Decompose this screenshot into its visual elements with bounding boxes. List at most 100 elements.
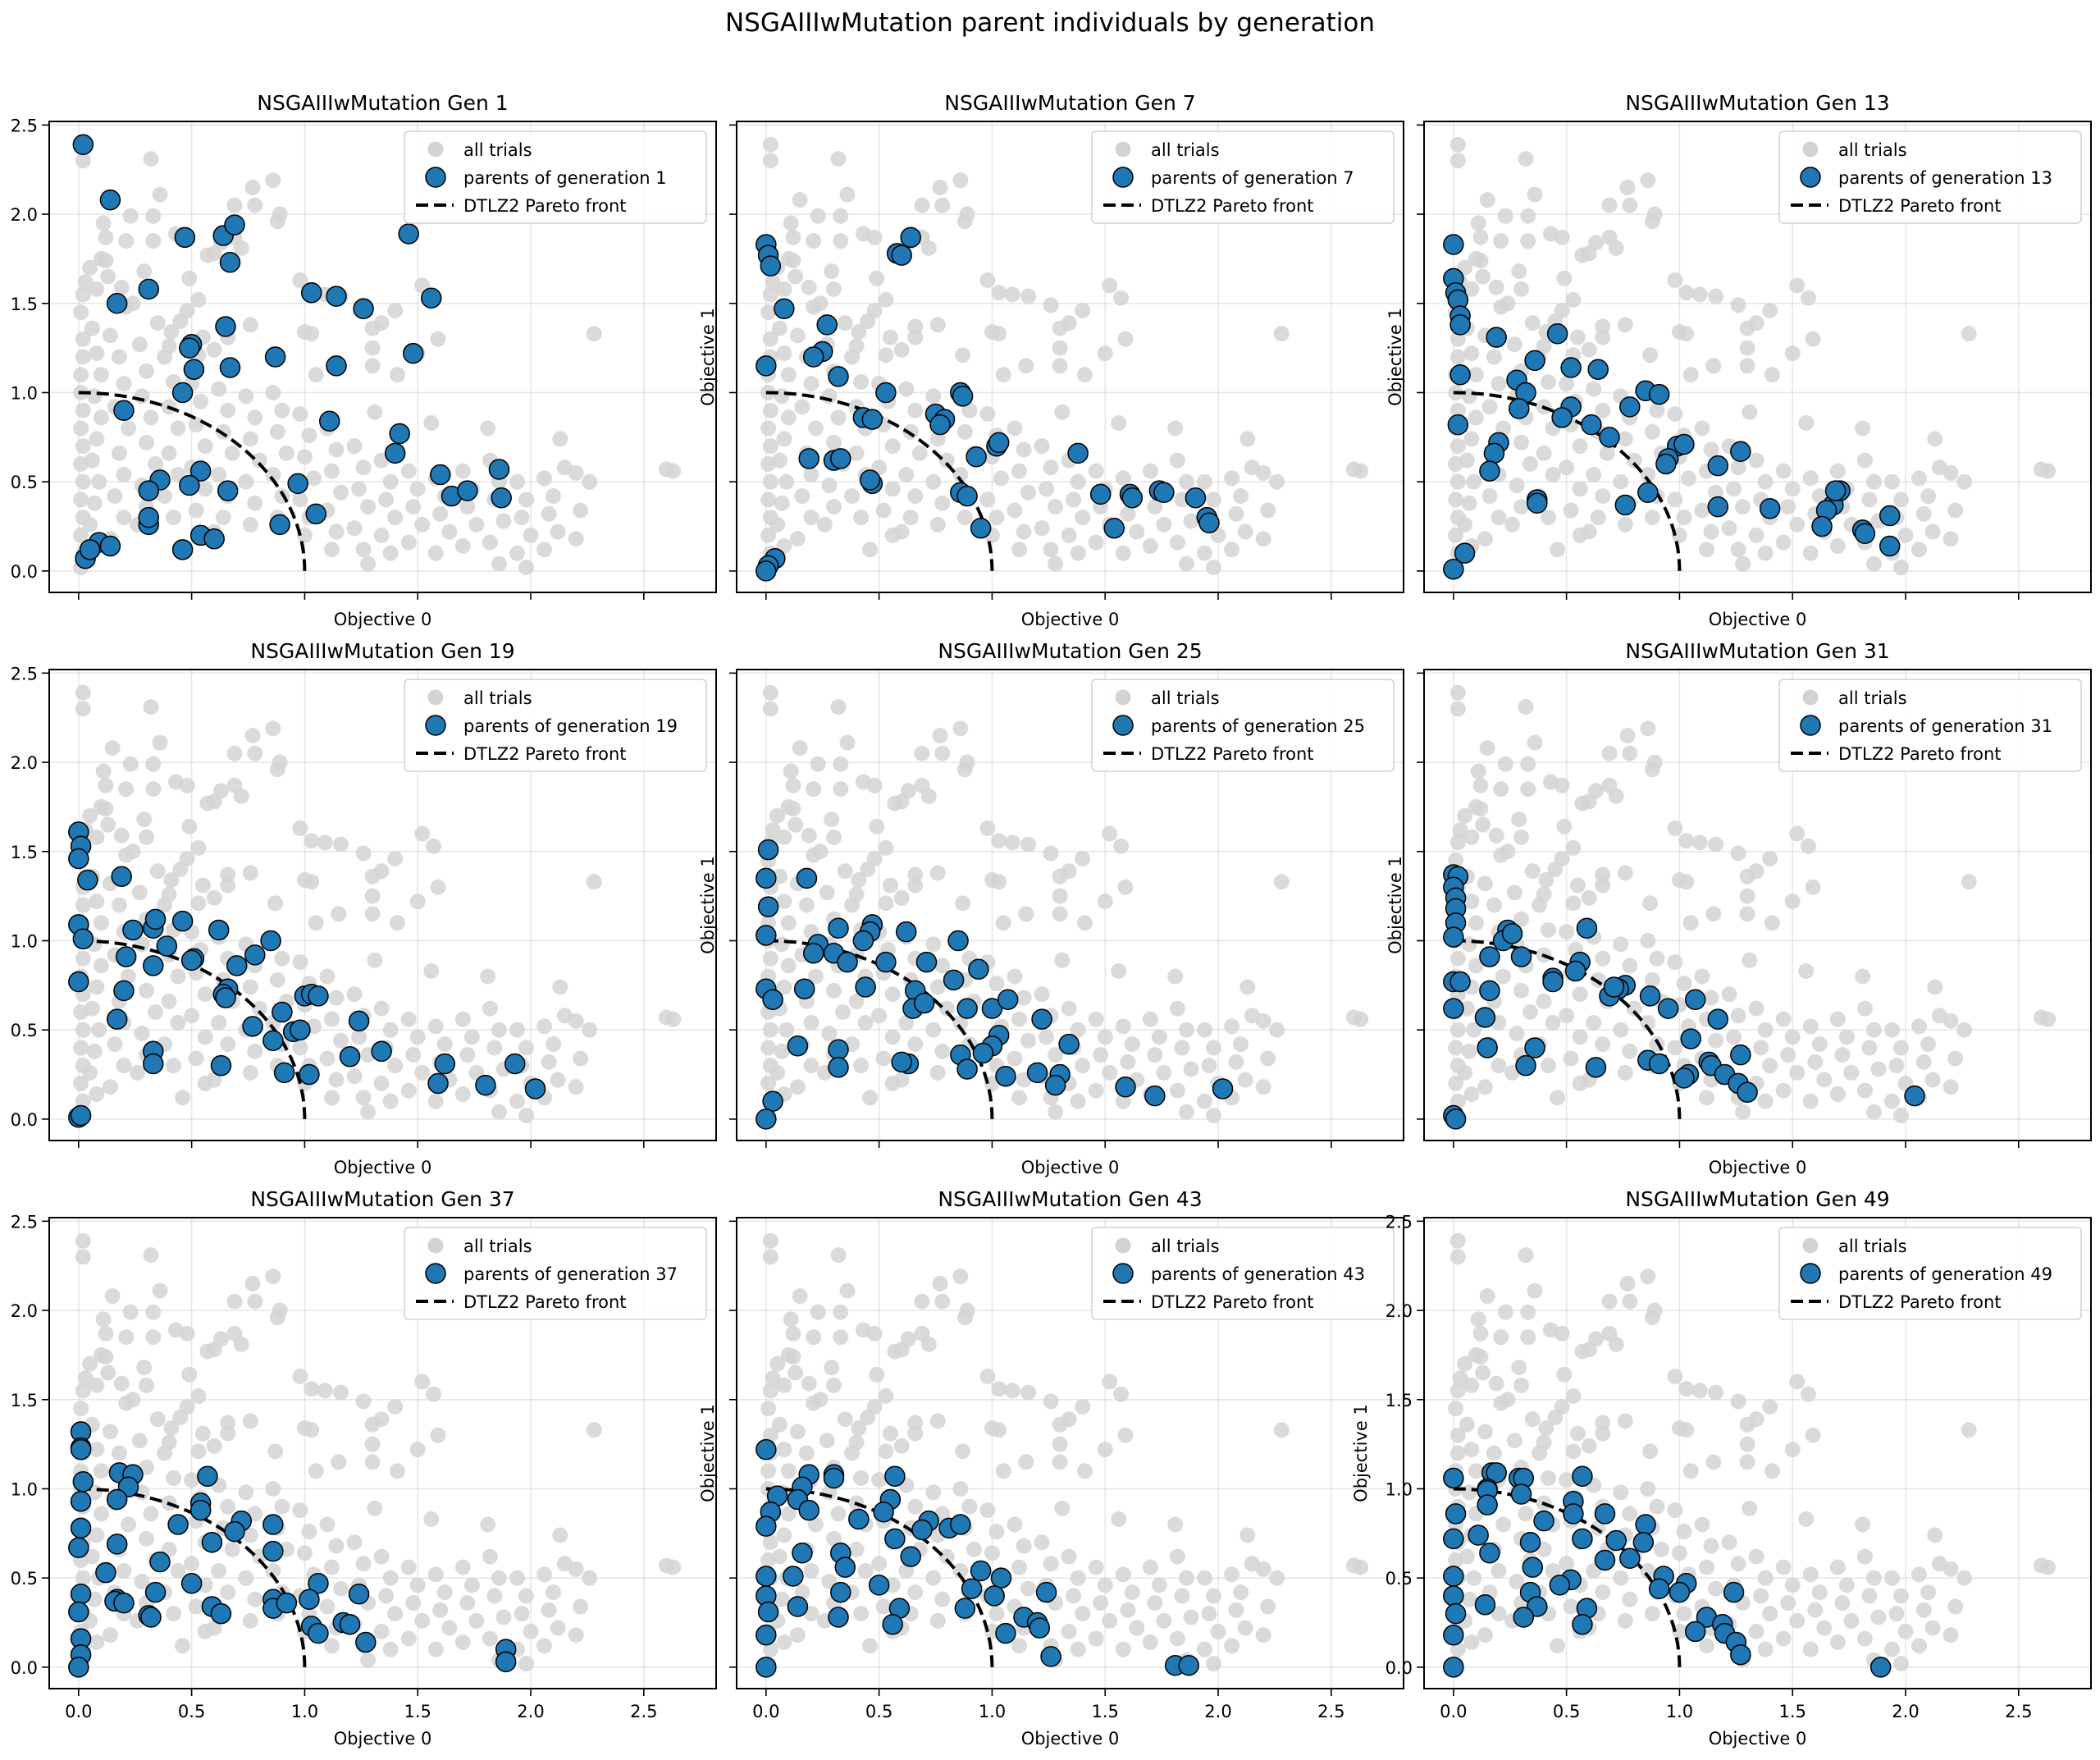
all-trials-point (1061, 1548, 1077, 1565)
parent-point (326, 355, 347, 377)
all-trials-point (991, 326, 1007, 342)
all-trials-point (801, 279, 817, 295)
all-trials-point (197, 1029, 213, 1045)
parent-point (1486, 1462, 1507, 1483)
all-trials-point (860, 313, 876, 330)
parent-point (900, 226, 921, 249)
legend-box (1778, 130, 2082, 224)
all-trials-point (1506, 1433, 1522, 1449)
all-trials-point (1169, 1000, 1185, 1017)
parent-point (219, 252, 241, 273)
all-trials-point (776, 894, 792, 910)
all-trials-point (400, 1630, 417, 1647)
all-trials-point (292, 406, 308, 423)
all-trials-point (346, 520, 363, 537)
all-trials-point (1721, 1534, 1737, 1551)
all-trials-point (265, 1563, 281, 1579)
all-trials-point (1640, 1480, 1656, 1497)
all-trials-point (238, 1570, 254, 1586)
all-trials-point (75, 1022, 91, 1038)
all-trials-point (1052, 1436, 1068, 1452)
all-trials-point (1007, 502, 1023, 519)
all-trials-point (762, 1534, 778, 1551)
all-trials-point (319, 1598, 336, 1615)
all-trials-point (157, 349, 173, 365)
all-trials-point (907, 877, 924, 894)
all-trials-point (1115, 545, 1131, 561)
all-trials-point (1547, 1410, 1564, 1426)
all-trials-point (364, 1436, 381, 1452)
parent-point (140, 1607, 162, 1628)
all-trials-point (304, 1381, 320, 1397)
all-trials-point (893, 1072, 910, 1088)
all-trials-point (1739, 868, 1755, 885)
all-trials-point (84, 320, 100, 336)
all-trials-point (1156, 1612, 1172, 1629)
all-trials-point (265, 1269, 281, 1285)
all-trials-point (1676, 1606, 1692, 1622)
parent-point (828, 1607, 849, 1628)
all-trials-point (139, 363, 155, 379)
all-trials-point (509, 473, 525, 490)
all-trials-point (328, 1072, 345, 1088)
legend-parents-marker (1800, 167, 1821, 188)
all-trials-point (774, 1043, 790, 1059)
y-tick-label: 2.5 (11, 664, 38, 683)
all-trials-point (1644, 423, 1660, 440)
all-trials-point (1449, 1232, 1466, 1249)
all-trials-point (432, 505, 449, 522)
all-trials-point (1117, 331, 1134, 347)
all-trials-point (197, 986, 213, 1003)
all-trials-point (149, 315, 166, 331)
parent-point (189, 460, 212, 482)
all-trials-point (482, 1630, 498, 1647)
all-trials-point (122, 1304, 139, 1320)
all-trials-point (1730, 1393, 1746, 1410)
all-trials-point (113, 279, 130, 295)
all-trials-point (1273, 326, 1290, 342)
all-trials-point (1070, 545, 1086, 561)
all-trials-point (1708, 1580, 1724, 1597)
all-trials-point (1169, 1548, 1185, 1565)
all-trials-point (1353, 1559, 1369, 1575)
all-trials-point (1920, 1036, 1937, 1053)
all-trials-point (89, 1634, 105, 1650)
all-trials-point (509, 1570, 525, 1586)
all-trials-point (893, 341, 910, 358)
legend-all-trials-label: all trials (1838, 140, 1907, 160)
all-trials-point (1448, 1040, 1464, 1056)
all-trials-point (1730, 845, 1746, 862)
all-trials-point (113, 1375, 130, 1392)
all-trials-point (550, 1072, 566, 1088)
x-tick-label: 1.0 (979, 1702, 1006, 1721)
all-trials-point (206, 1438, 222, 1454)
all-trials-point (776, 979, 792, 995)
parent-point (203, 528, 225, 550)
parent-point (149, 1551, 171, 1573)
all-trials-point (190, 291, 207, 308)
parent-point (70, 1438, 92, 1461)
all-trials-point (1834, 1047, 1851, 1063)
all-trials-point (995, 915, 1011, 931)
all-trials-point (869, 270, 885, 286)
all-trials-point (853, 1470, 870, 1486)
all-trials-point (783, 1311, 799, 1328)
all-trials-point (269, 423, 285, 440)
all-trials-point (1883, 1022, 1900, 1038)
all-trials-point (991, 1381, 1007, 1397)
all-trials-point (541, 505, 557, 522)
all-trials-point (463, 1577, 480, 1593)
all-trials-point (518, 1040, 535, 1056)
all-trials-point (1541, 921, 1557, 938)
all-trials-point (206, 1620, 222, 1636)
all-trials-point (1011, 1011, 1027, 1027)
parent-point (798, 448, 819, 469)
all-trials-point (1513, 434, 1530, 450)
parent-point (1477, 1494, 1498, 1515)
all-trials-point (1801, 290, 1817, 306)
all-trials-point (226, 745, 243, 761)
parent-point (138, 278, 160, 300)
all-trials-point (857, 1563, 874, 1579)
legend-box (1778, 1227, 2082, 1320)
